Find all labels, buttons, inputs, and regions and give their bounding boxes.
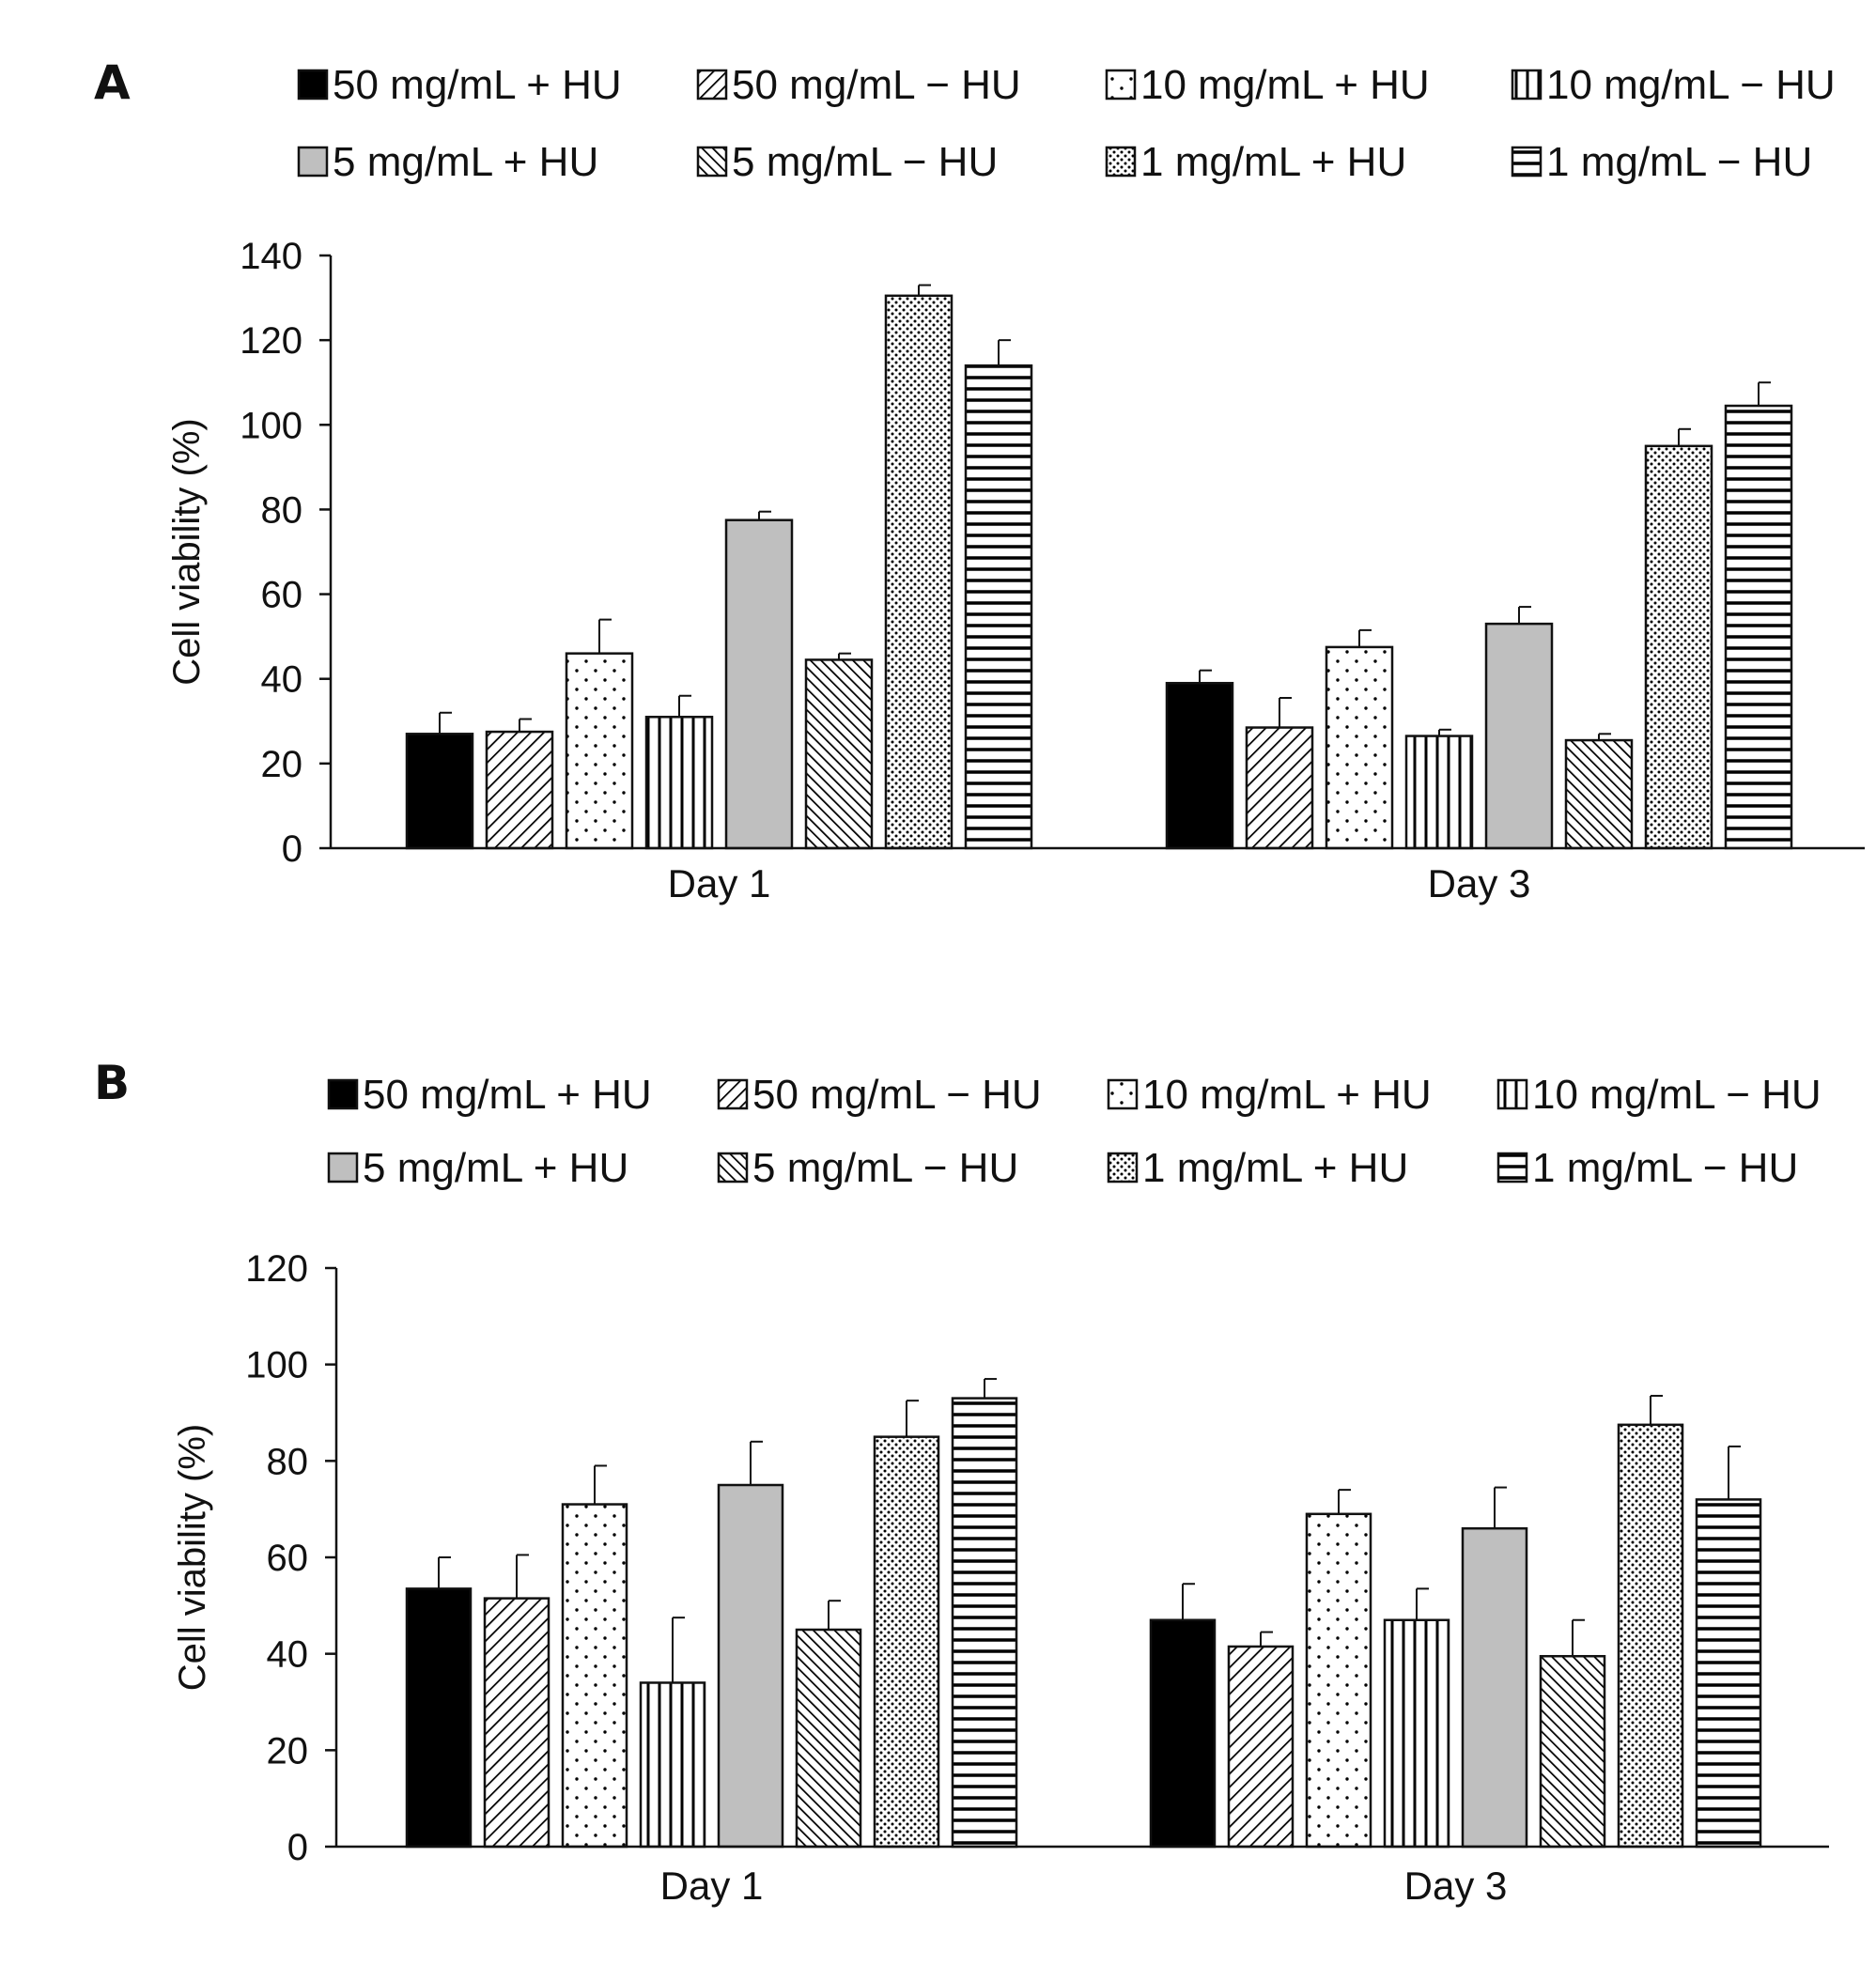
legend-swatch-a-4 bbox=[1511, 69, 1543, 101]
legend-swatch-b-1 bbox=[327, 1078, 359, 1110]
y-axis-label-b: Cell viability (%) bbox=[172, 1424, 213, 1692]
legend-label-a-1: 50 mg/mL + HU bbox=[333, 62, 622, 108]
y-tick-label-a-20: 20 bbox=[261, 744, 303, 785]
y-axis-label-a: Cell viability (%) bbox=[166, 418, 208, 686]
y-tick-label-b-100: 100 bbox=[245, 1345, 308, 1386]
y-tick-label-b-20: 20 bbox=[267, 1730, 309, 1772]
legend-swatch-b-8 bbox=[1496, 1152, 1528, 1184]
y-tick-label-b-60: 60 bbox=[267, 1538, 309, 1579]
legend-swatch-b-4 bbox=[1496, 1078, 1528, 1110]
legend-label-b-2: 50 mg/mL − HU bbox=[752, 1072, 1042, 1118]
legend-swatch-a-7 bbox=[1105, 146, 1137, 178]
legend-swatch-a-1 bbox=[297, 69, 329, 101]
legend-label-b-7: 1 mg/mL + HU bbox=[1142, 1145, 1408, 1191]
bar-a-1-5 bbox=[724, 518, 794, 850]
legend-swatch-a-6 bbox=[696, 146, 728, 178]
y-tick-label-a-60: 60 bbox=[261, 575, 303, 616]
bar-b-2-8 bbox=[1695, 1498, 1762, 1849]
category-label-a-2: Day 3 bbox=[1428, 861, 1531, 905]
legend-swatch-a-5 bbox=[297, 146, 329, 178]
bar-b-1-2 bbox=[483, 1597, 550, 1849]
bar-b-2-3 bbox=[1305, 1512, 1372, 1849]
bar-a-2-1 bbox=[1165, 681, 1234, 850]
legend-label-b-1: 50 mg/mL + HU bbox=[363, 1072, 652, 1118]
category-label-a-1: Day 1 bbox=[668, 861, 771, 905]
bar-a-2-5 bbox=[1484, 622, 1554, 850]
y-tick-label-a-140: 140 bbox=[240, 236, 302, 277]
y-tick-label-a-120: 120 bbox=[240, 320, 302, 362]
category-label-b-2: Day 3 bbox=[1404, 1864, 1508, 1908]
bar-a-1-4 bbox=[644, 716, 714, 850]
bar-b-1-1 bbox=[405, 1587, 473, 1849]
bar-b-1-6 bbox=[795, 1628, 862, 1849]
bar-b-1-3 bbox=[561, 1503, 628, 1849]
bar-b-2-5 bbox=[1461, 1526, 1528, 1849]
bar-a-1-1 bbox=[405, 733, 474, 850]
bar-a-2-6 bbox=[1564, 738, 1634, 850]
y-tick-label-b-40: 40 bbox=[267, 1634, 309, 1676]
bar-b-1-4 bbox=[639, 1681, 706, 1849]
legend-swatch-b-3 bbox=[1107, 1078, 1139, 1110]
bar-a-2-8 bbox=[1724, 404, 1793, 850]
legend-swatch-a-8 bbox=[1511, 146, 1543, 178]
panel-b-letter: B bbox=[94, 1056, 130, 1110]
y-tick-label-a-40: 40 bbox=[261, 659, 303, 701]
y-tick-label-a-80: 80 bbox=[261, 489, 303, 531]
legend-swatch-a-2 bbox=[696, 69, 728, 101]
bar-a-1-2 bbox=[485, 730, 554, 850]
bar-a-1-3 bbox=[565, 652, 634, 850]
legend-swatch-a-3 bbox=[1105, 69, 1137, 101]
bar-b-2-6 bbox=[1539, 1654, 1606, 1849]
bar-b-1-8 bbox=[951, 1397, 1018, 1849]
legend-label-b-3: 10 mg/mL + HU bbox=[1142, 1072, 1432, 1118]
bar-b-1-7 bbox=[873, 1435, 940, 1849]
bar-a-2-2 bbox=[1245, 726, 1314, 850]
y-tick-label-b-80: 80 bbox=[267, 1441, 309, 1482]
legend-swatch-b-7 bbox=[1107, 1152, 1139, 1184]
legend-label-a-4: 10 mg/mL − HU bbox=[1546, 62, 1836, 108]
bar-b-2-7 bbox=[1617, 1423, 1684, 1849]
panel-a-letter: A bbox=[94, 55, 131, 110]
legend-label-a-2: 50 mg/mL − HU bbox=[732, 62, 1021, 108]
y-tick-label-b-0: 0 bbox=[287, 1827, 308, 1868]
bar-b-2-4 bbox=[1383, 1618, 1450, 1849]
bar-a-1-7 bbox=[884, 294, 954, 850]
bar-a-1-8 bbox=[964, 364, 1033, 850]
legend-swatch-b-5 bbox=[327, 1152, 359, 1184]
bar-b-2-2 bbox=[1227, 1645, 1295, 1849]
bar-a-1-6 bbox=[804, 658, 874, 850]
panel-b: B 50 mg/mL + HU 50 mg/mL − HU 10 mg/mL + HU… bbox=[94, 1056, 1829, 1908]
legend-label-b-5: 5 mg/mL + HU bbox=[363, 1145, 628, 1191]
bar-a-2-3 bbox=[1325, 645, 1394, 850]
legend-label-a-8: 1 mg/mL − HU bbox=[1546, 139, 1812, 185]
legend-label-a-7: 1 mg/mL + HU bbox=[1140, 139, 1406, 185]
legend-label-b-8: 1 mg/mL − HU bbox=[1532, 1145, 1798, 1191]
legend-label-a-6: 5 mg/mL − HU bbox=[732, 139, 998, 185]
bar-a-2-4 bbox=[1404, 735, 1474, 850]
legend-swatch-b-6 bbox=[717, 1152, 749, 1184]
y-tick-label-b-120: 120 bbox=[245, 1248, 308, 1290]
legend-label-a-5: 5 mg/mL + HU bbox=[333, 139, 598, 185]
bar-a-2-7 bbox=[1644, 444, 1713, 850]
y-tick-label-a-0: 0 bbox=[282, 828, 302, 870]
bar-b-1-5 bbox=[717, 1483, 784, 1849]
legend-label-a-3: 10 mg/mL + HU bbox=[1140, 62, 1430, 108]
bar-b-2-1 bbox=[1149, 1618, 1217, 1849]
legend-swatch-b-2 bbox=[717, 1078, 749, 1110]
legend-label-b-6: 5 mg/mL − HU bbox=[752, 1145, 1018, 1191]
legend-label-b-4: 10 mg/mL − HU bbox=[1532, 1072, 1822, 1118]
category-label-b-1: Day 1 bbox=[660, 1864, 764, 1908]
panel-a: A 50 mg/mL + HU 50 mg/mL − HU 10 mg/mL + HU… bbox=[94, 55, 1865, 905]
y-tick-label-a-100: 100 bbox=[240, 405, 302, 446]
